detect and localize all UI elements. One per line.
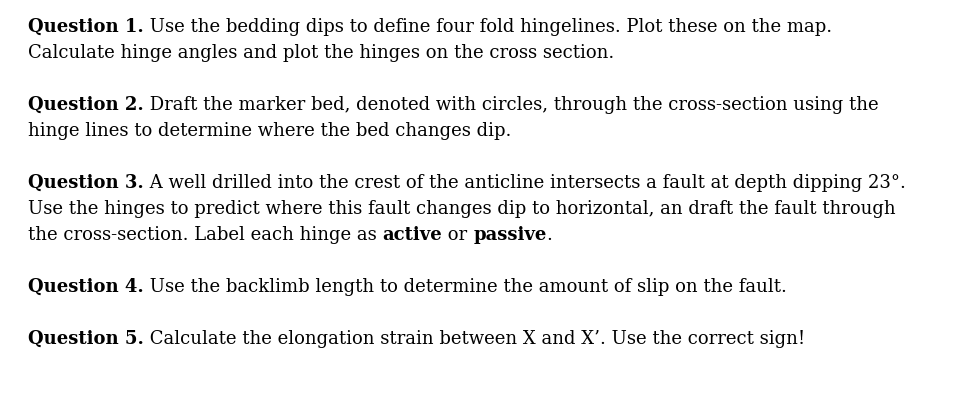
Text: or: or [442,226,473,244]
Text: Question 5.: Question 5. [28,330,144,348]
Text: Use the backlimb length to determine the amount of slip on the fault.: Use the backlimb length to determine the… [144,278,787,296]
Text: Draft the marker bed, denoted with circles, through the cross-section using the: Draft the marker bed, denoted with circl… [144,96,878,114]
Text: Question 2.: Question 2. [28,96,144,114]
Text: Calculate hinge angles and plot the hinges on the cross section.: Calculate hinge angles and plot the hing… [28,44,615,62]
Text: .: . [547,226,553,244]
Text: the cross-section. Label each hinge as: the cross-section. Label each hinge as [28,226,382,244]
Text: Question 1.: Question 1. [28,18,144,36]
Text: Question 4.: Question 4. [28,278,144,296]
Text: Use the hinges to predict where this fault changes dip to horizontal, an draft t: Use the hinges to predict where this fau… [28,200,895,218]
Text: Use the bedding dips to define four fold hingelines. Plot these on the map.: Use the bedding dips to define four fold… [144,18,832,36]
Text: passive: passive [473,226,547,244]
Text: Calculate the elongation strain between X and X’. Use the correct sign!: Calculate the elongation strain between … [144,330,805,348]
Text: hinge lines to determine where the bed changes dip.: hinge lines to determine where the bed c… [28,122,511,140]
Text: Question 3.: Question 3. [28,174,144,192]
Text: active: active [382,226,442,244]
Text: A well drilled into the crest of the anticline intersects a fault at depth dippi: A well drilled into the crest of the ant… [144,174,906,192]
